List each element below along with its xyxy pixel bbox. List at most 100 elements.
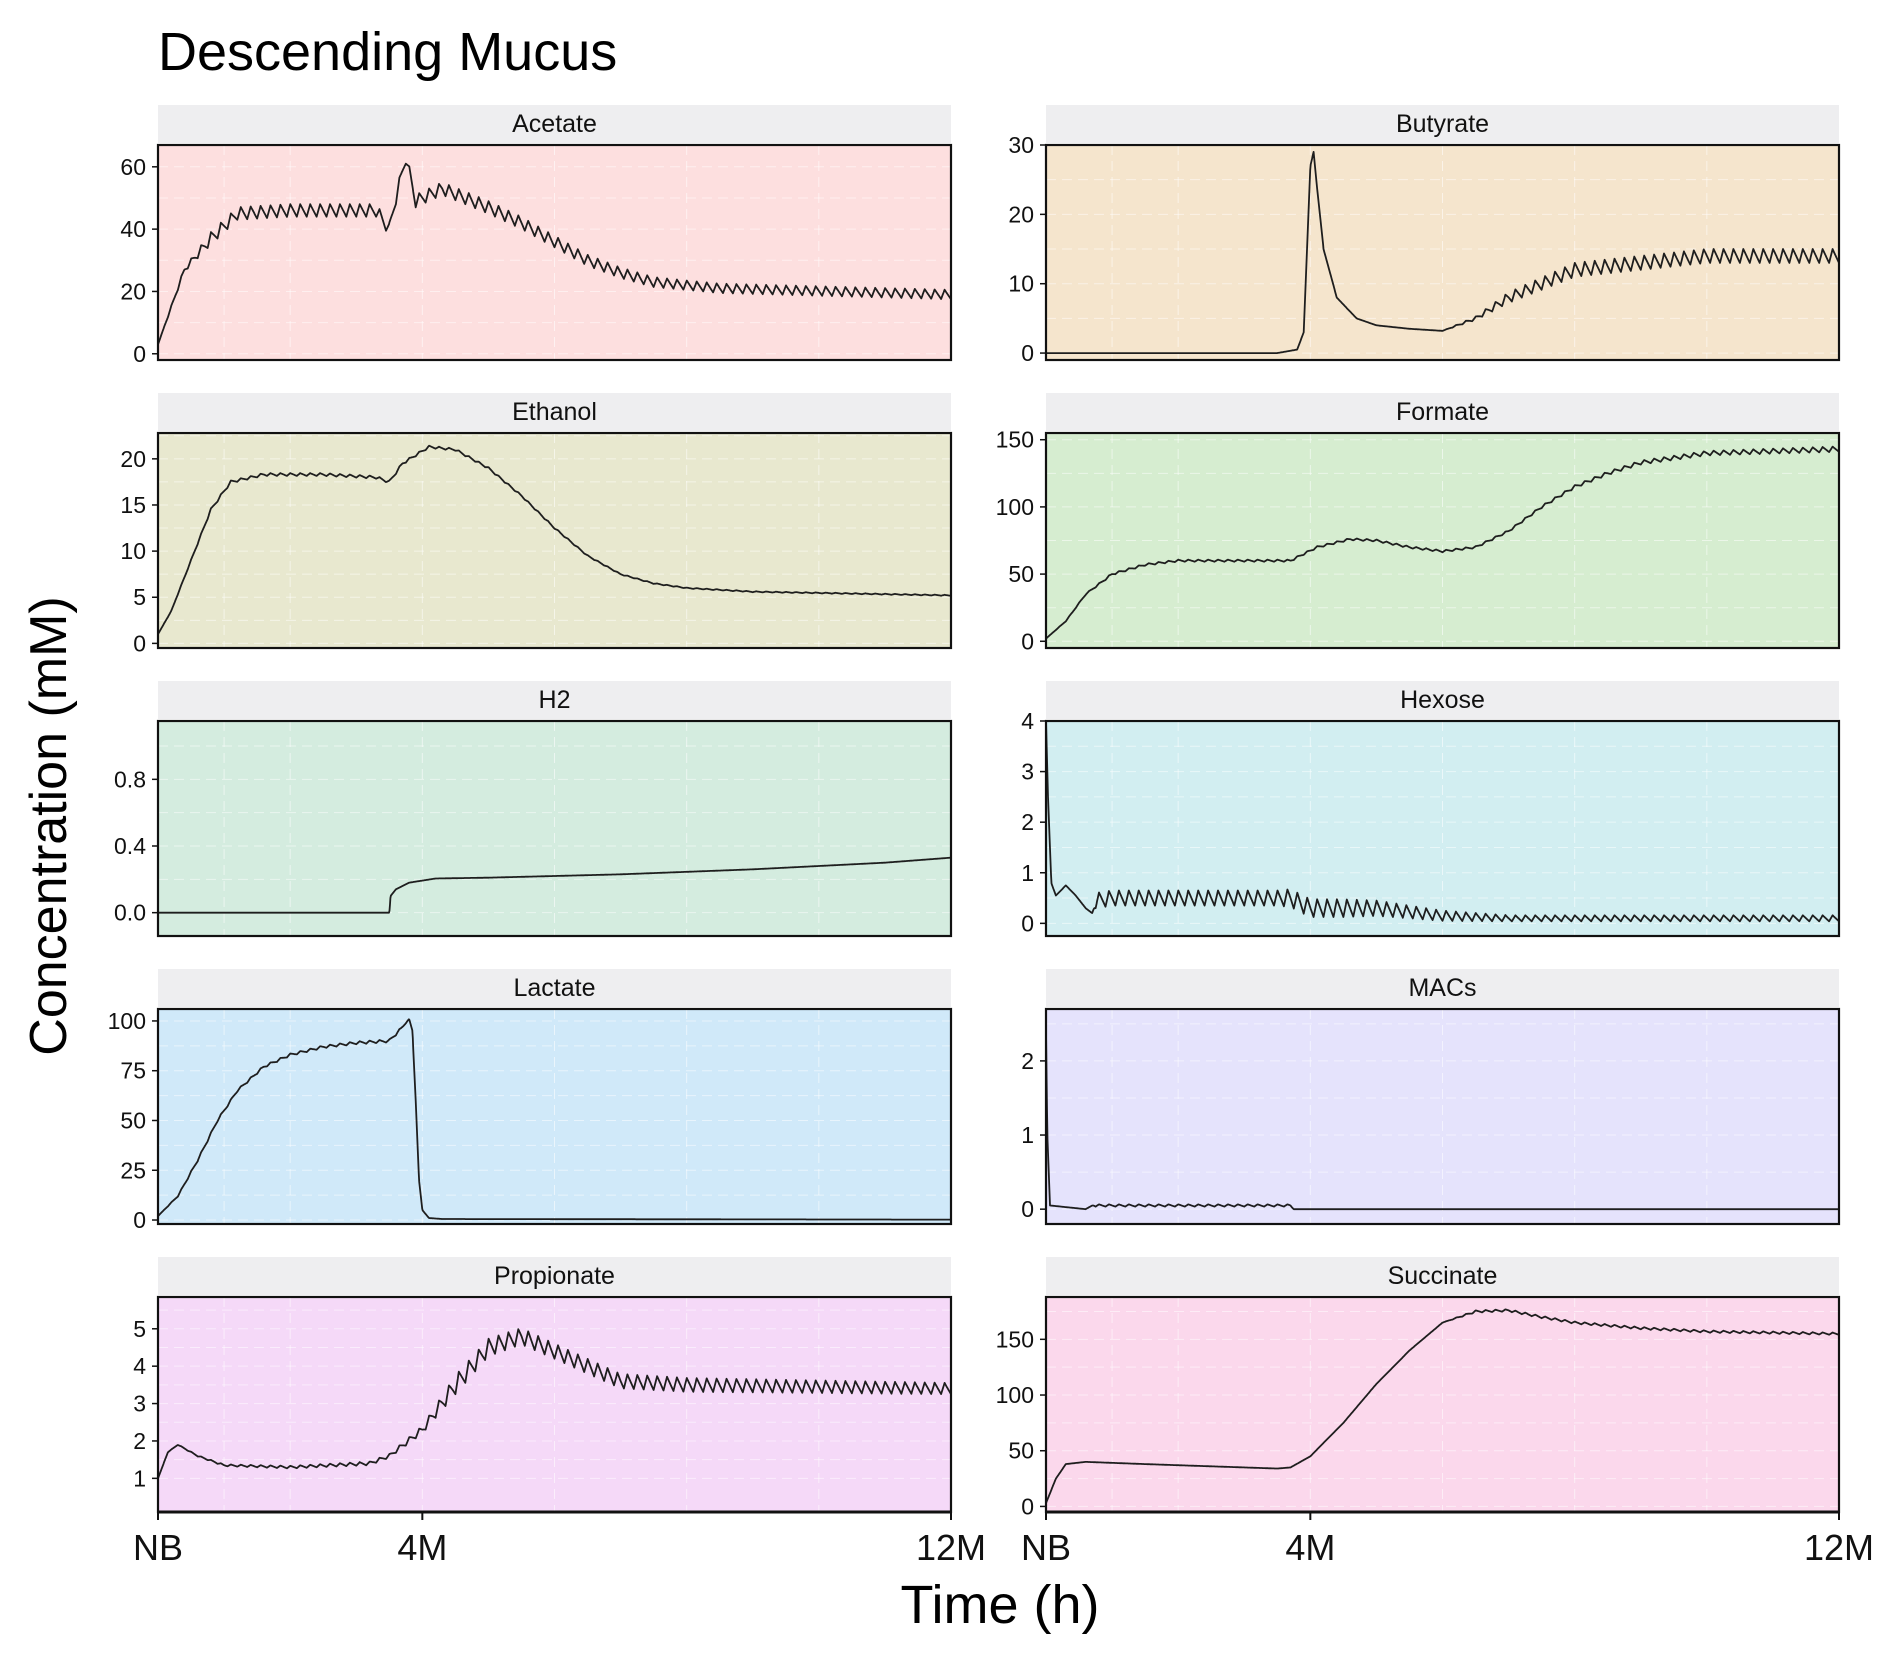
panel-formate: Formate 0 50 100 150: [996, 393, 1841, 654]
strip-succinate: [1046, 1257, 1839, 1295]
y-tick-label: 1: [133, 1465, 146, 1491]
y-tick-label: 75: [120, 1058, 146, 1084]
series-line-lactate: [157, 1018, 952, 1221]
y-tick-label: 2: [1021, 1048, 1034, 1074]
y-tick-label: 40: [120, 216, 146, 242]
panel-lactate: Lactate 0 25 50 75 100: [108, 969, 953, 1233]
panel-border-hexose: [1044, 719, 1841, 938]
strip-label-succinate: Succinate: [1388, 1262, 1498, 1290]
panel-border-butyrate: [1044, 143, 1841, 362]
series-line-butyrate: [1045, 150, 1840, 355]
strip-label-formate: Formate: [1396, 398, 1489, 426]
panel-border-ethanol: [156, 431, 953, 650]
series-line-formate: [1045, 445, 1840, 640]
panel-propionate: Propionate 1 2 3 4 5 NB 4M 12M: [133, 1257, 986, 1568]
strip-hexose: [1046, 681, 1839, 719]
y-tick-label: 3: [1021, 759, 1034, 785]
chart-title: Descending Mucus: [158, 22, 617, 82]
series-line-succinate: [1045, 1308, 1840, 1504]
y-tick-label: 0.8: [114, 766, 146, 792]
strip-lactate: [158, 969, 951, 1007]
y-tick-label: 25: [120, 1157, 146, 1183]
y-tick-label: 150: [996, 427, 1034, 453]
y-tick-label: 0.0: [114, 900, 146, 926]
panel-hexose: Hexose 0 1 2 3 4: [1021, 681, 1841, 938]
y-tick-label: 5: [133, 584, 146, 610]
y-tick-label: 4: [1021, 708, 1034, 734]
x-tick-label: NB: [1021, 1527, 1071, 1568]
strip-label-butyrate: Butyrate: [1396, 110, 1489, 138]
y-tick-label: 0: [1021, 1196, 1034, 1222]
strip-acetate: [158, 105, 951, 143]
y-tick-label: 0: [1021, 628, 1034, 654]
x-tick-label: 12M: [1804, 1527, 1874, 1568]
x-tick-label: 4M: [397, 1527, 447, 1568]
strip-label-acetate: Acetate: [512, 110, 597, 138]
y-tick-label: 0: [1021, 340, 1034, 366]
x-axis-label: Time (h): [901, 1575, 1100, 1635]
y-tick-label: 4: [133, 1353, 146, 1379]
strip-label-ethanol: Ethanol: [512, 398, 597, 426]
y-tick-label: 20: [1008, 201, 1034, 227]
strip-propionate: [158, 1257, 951, 1295]
series-line-macs: [1045, 1031, 1840, 1211]
y-tick-label: 0: [133, 630, 146, 656]
y-tick-label: 20: [120, 278, 146, 304]
panel-ethanol: Ethanol 0 5 10 15 20: [120, 393, 953, 656]
y-tick-label: 50: [1008, 1438, 1034, 1464]
y-tick-label: 0: [133, 1207, 146, 1233]
y-tick-label: 3: [133, 1391, 146, 1417]
strip-formate: [1046, 393, 1839, 431]
panel-border-acetate: [156, 143, 953, 362]
y-tick-label: 10: [1008, 271, 1034, 297]
y-tick-label: 1: [1021, 1122, 1034, 1148]
y-tick-label: 50: [120, 1107, 146, 1133]
y-axis-label: Concentration (mM): [20, 596, 78, 1055]
panel-h2: H2 0.0 0.4 0.8: [114, 681, 953, 938]
strip-label-h2: H2: [539, 686, 571, 714]
strip-label-propionate: Propionate: [494, 1262, 615, 1290]
panel-border-lactate: [156, 1007, 953, 1226]
strip-h2: [158, 681, 951, 719]
y-tick-label: 0: [1021, 910, 1034, 936]
x-tick-label: 12M: [916, 1527, 986, 1568]
series-line-hexose: [1045, 720, 1840, 923]
y-tick-label: 2: [133, 1428, 146, 1454]
y-tick-label: 30: [1008, 132, 1034, 158]
series-line-propionate: [157, 1328, 952, 1479]
y-tick-label: 50: [1008, 561, 1034, 587]
y-tick-label: 100: [108, 1008, 146, 1034]
panel-macs: MACs 0 1 2: [1021, 969, 1841, 1226]
panel-acetate: Acetate 0 20 40 60: [120, 105, 953, 367]
y-tick-label: 0: [1021, 1493, 1034, 1519]
y-tick-label: 1: [1021, 860, 1034, 886]
y-tick-label: 0.4: [114, 833, 146, 859]
panel-border-macs: [1044, 1007, 1841, 1226]
y-tick-label: 150: [996, 1326, 1034, 1352]
series-line-h2: [157, 856, 952, 914]
y-tick-label: 20: [120, 446, 146, 472]
x-tick-label: 4M: [1285, 1527, 1335, 1568]
strip-label-macs: MACs: [1408, 974, 1476, 1002]
strip-label-hexose: Hexose: [1400, 686, 1485, 714]
series-line-ethanol: [157, 444, 952, 635]
y-tick-label: 60: [120, 154, 146, 180]
y-tick-label: 2: [1021, 809, 1034, 835]
panel-border-h2: [156, 719, 953, 938]
y-tick-label: 100: [996, 1382, 1034, 1408]
y-tick-label: 5: [133, 1316, 146, 1342]
y-tick-label: 0: [133, 341, 146, 367]
panel-border-formate: [1044, 431, 1841, 650]
strip-label-lactate: Lactate: [513, 974, 595, 1002]
panel-butyrate: Butyrate 0 10 20 30: [1008, 105, 1841, 366]
facet-panels: Acetate0204060Butyrate0102030Ethanol0510…: [108, 105, 1874, 1568]
y-tick-label: 100: [996, 494, 1034, 520]
series-line-acetate: [157, 162, 952, 345]
strip-butyrate: [1046, 105, 1839, 143]
strip-macs: [1046, 969, 1839, 1007]
y-tick-label: 10: [120, 538, 146, 564]
strip-ethanol: [158, 393, 951, 431]
y-tick-label: 15: [120, 492, 146, 518]
